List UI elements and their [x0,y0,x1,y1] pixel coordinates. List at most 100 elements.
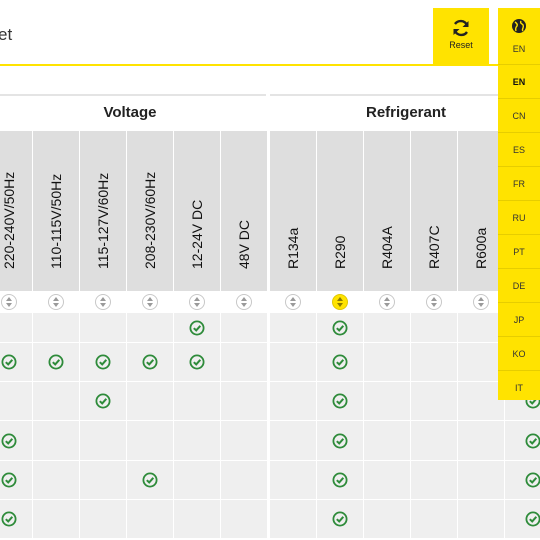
table-cell [364,343,410,381]
table-cell [127,313,173,342]
sort-icon[interactable] [48,294,64,310]
language-panel: EN EN CN ES FR RU PT DE JP KO IT [498,8,540,400]
check-circle-icon [142,354,158,370]
check-circle-icon [1,472,17,488]
column-header-label: 208-230V/60Hz [142,171,158,269]
check-circle-icon [332,354,348,370]
reset-button[interactable]: Reset [433,8,489,64]
check-circle-icon [142,472,158,488]
language-option[interactable]: FR [498,166,540,200]
table-cell [505,461,540,499]
check-circle-icon [332,433,348,449]
language-option[interactable]: JP [498,302,540,336]
table-cell [270,382,316,420]
check-circle-icon [525,433,540,449]
check-circle-icon [525,511,540,527]
table-cell [127,421,173,460]
table-cell [458,343,504,381]
column-header: 110-115V/50Hz [33,131,79,291]
language-option[interactable]: IT [498,370,540,404]
table-cell [411,461,457,499]
check-circle-icon [332,472,348,488]
language-option[interactable]: EN [498,64,540,98]
table-cell [364,313,410,342]
sort-icon[interactable] [426,294,442,310]
column-header-label: 220-240V/50Hz [1,171,17,269]
table-cell [127,343,173,381]
table-cell [80,313,126,342]
language-option[interactable]: ES [498,132,540,166]
table-cell [127,461,173,499]
table-cell [174,343,220,381]
table-cell [33,343,79,381]
table-cell [174,382,220,420]
sort-icon[interactable] [189,294,205,310]
column-header: 12-24V DC [174,131,220,291]
table-cell [0,382,32,420]
table-cell [0,461,32,499]
language-option[interactable]: PT [498,234,540,268]
table-cell [0,500,32,538]
top-bar: et Reset [0,0,540,66]
language-option[interactable]: DE [498,268,540,302]
column-header: 48V DC [221,131,267,291]
reset-label: Reset [449,40,473,50]
column-header-label: R290 [332,235,348,269]
column-header: R407C [411,131,457,291]
table-cell [221,461,267,499]
table-cell [364,500,410,538]
column-header-label: 115-127V/60Hz [95,172,111,269]
check-circle-icon [525,472,540,488]
table-cell [0,313,32,342]
table-cell [221,500,267,538]
table-cell [33,461,79,499]
language-option[interactable]: KO [498,336,540,370]
table-cell [270,461,316,499]
table-cell [80,421,126,460]
sort-icon[interactable] [285,294,301,310]
check-circle-icon [48,354,64,370]
table-cell [270,500,316,538]
table-cell [174,313,220,342]
table-cell [174,421,220,460]
sort-icon[interactable] [1,294,17,310]
table-cell [317,313,363,342]
table-cell [80,343,126,381]
table-cell [221,313,267,342]
column-header: R404A [364,131,410,291]
table-cell [411,500,457,538]
column-header-label: R600a [473,227,489,269]
column-header: 115-127V/60Hz [80,131,126,291]
column-header-label: R404A [379,226,395,269]
table-cell [458,382,504,420]
check-circle-icon [95,354,111,370]
table-cell [0,343,32,381]
table-cell [80,382,126,420]
sort-icon[interactable] [332,294,348,310]
sort-icon[interactable] [379,294,395,310]
globe-icon [512,19,526,33]
sort-icon[interactable] [236,294,252,310]
table-cell [80,461,126,499]
column-header: R290 [317,131,363,291]
column-header-label: 110-115V/50Hz [48,173,64,269]
column-header-label: R407C [426,225,442,269]
language-option[interactable]: CN [498,98,540,132]
language-option[interactable]: RU [498,200,540,234]
sort-icon[interactable] [142,294,158,310]
table-cell [317,382,363,420]
table-cell [364,461,410,499]
language-toggle[interactable]: EN [498,8,540,64]
filter-band [0,66,540,94]
check-circle-icon [1,511,17,527]
table-cell [221,343,267,381]
current-language: EN [512,44,526,54]
table-cell [458,421,504,460]
table-cell [270,313,316,342]
table-cell [458,461,504,499]
sort-icon[interactable] [95,294,111,310]
sort-icon[interactable] [473,294,489,310]
table-cell [33,382,79,420]
check-circle-icon [189,320,205,336]
table-cell [0,421,32,460]
